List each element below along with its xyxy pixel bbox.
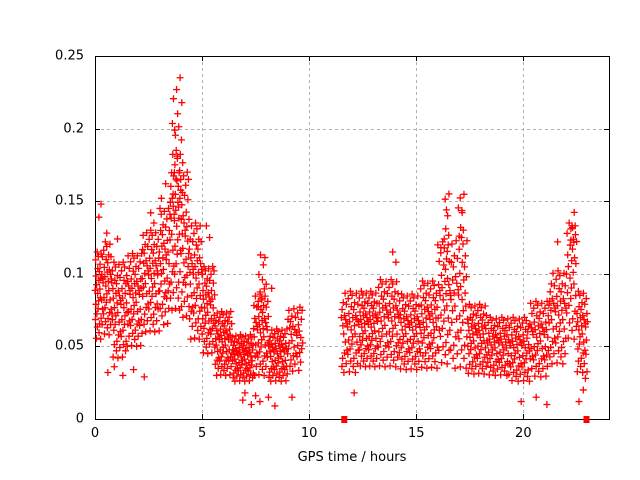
x-axis-label: GPS time / hours [297, 450, 407, 465]
x-tick-label: 5 [197, 426, 207, 441]
x-tick-label: 20 [515, 426, 532, 441]
x-tick-label: 10 [300, 426, 318, 441]
y-tick-label: 0.25 [55, 48, 84, 64]
x-tick-label: 15 [407, 426, 425, 441]
x-tick-label: 0 [90, 426, 100, 441]
y-tick-label: 0 [75, 411, 84, 427]
y-tick-label: 0.2 [63, 121, 84, 137]
y-tick-label: 0.15 [55, 193, 84, 209]
y-tick-label: 0.05 [55, 338, 84, 354]
y-tick-label: 0.1 [63, 266, 84, 282]
